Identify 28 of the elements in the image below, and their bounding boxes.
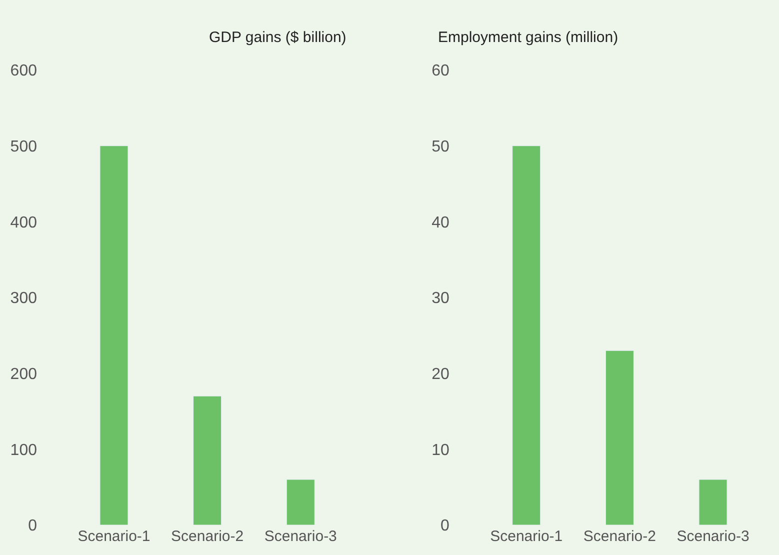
x-tick-label: Scenario-2 xyxy=(583,528,656,545)
y-tick-label: 20 xyxy=(432,366,450,383)
x-tick-label: Scenario-1 xyxy=(490,528,563,545)
y-tick-label: 400 xyxy=(10,214,38,232)
x-tick-label: Scenario-3 xyxy=(264,528,337,545)
bar xyxy=(512,146,541,525)
y-tick-label: 200 xyxy=(10,366,38,383)
bar xyxy=(193,396,222,525)
chart-title: GDP gains ($ billion) xyxy=(209,29,346,46)
y-tick-label: 100 xyxy=(10,442,38,459)
bar xyxy=(698,479,728,525)
chart-title: Employment gains (million) xyxy=(438,29,618,46)
y-tick-label: 30 xyxy=(432,290,450,308)
y-tick-label: 600 xyxy=(10,62,38,80)
bar xyxy=(605,350,634,525)
bar xyxy=(100,146,128,525)
y-tick-label: 10 xyxy=(432,442,450,459)
y-tick-label: 500 xyxy=(10,138,38,156)
y-tick-label: 50 xyxy=(432,138,450,156)
y-tick-label: 60 xyxy=(432,62,450,80)
y-tick-label: 0 xyxy=(28,518,38,535)
y-tick-label: 0 xyxy=(440,518,450,535)
y-tick-label: 40 xyxy=(432,214,450,232)
x-tick-label: Scenario-2 xyxy=(171,528,244,545)
x-tick-label: Scenario-3 xyxy=(676,528,750,545)
y-tick-label: 300 xyxy=(10,290,38,308)
bar xyxy=(286,479,315,525)
x-tick-label: Scenario-1 xyxy=(78,528,150,545)
